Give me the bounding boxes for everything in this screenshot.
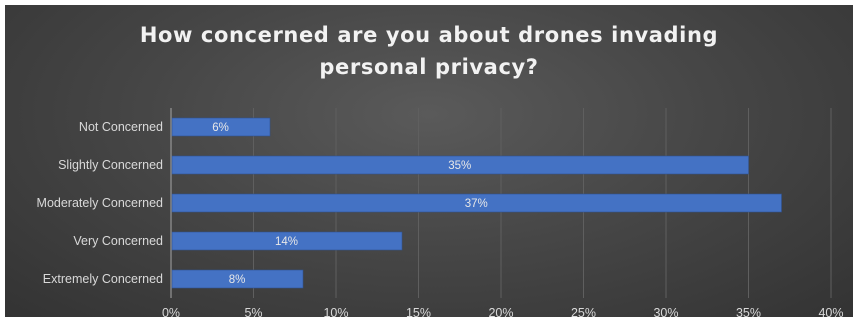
data-label-2: 37% — [465, 198, 488, 210]
x-tick-label-0: 0% — [162, 306, 180, 317]
x-tick-label-20: 20% — [488, 306, 513, 317]
x-tick-label-30: 30% — [653, 306, 678, 317]
x-tick-label-40: 40% — [818, 306, 843, 317]
chart-frame: How concerned are you about drones invad… — [5, 5, 853, 317]
bar-1 — [171, 155, 749, 175]
category-label-0: Not Concerned — [79, 120, 163, 134]
chart-title-line-2: personal privacy? — [319, 55, 539, 79]
x-tick-label-5: 5% — [244, 306, 262, 317]
data-label-1: 35% — [448, 160, 471, 172]
data-label-4: 8% — [229, 274, 246, 286]
bar-4 — [171, 269, 304, 289]
chart-title-line-1: How concerned are you about drones invad… — [139, 23, 719, 47]
category-label-3: Very Concerned — [73, 234, 163, 248]
x-tick-label-35: 35% — [736, 306, 761, 317]
bar-3 — [171, 231, 403, 251]
x-tick-label-10: 10% — [323, 306, 348, 317]
category-label-2: Moderately Concerned — [37, 196, 164, 210]
bar-2 — [171, 193, 782, 213]
x-tick-label-15: 15% — [406, 306, 431, 317]
x-tick-label-25: 25% — [571, 306, 596, 317]
category-label-4: Extremely Concerned — [43, 272, 163, 286]
data-label-3: 14% — [275, 236, 298, 248]
chart-title: How concerned are you about drones invad… — [5, 19, 853, 83]
bar-0 — [171, 117, 271, 137]
bar-chart-plot: Not Concerned 6% Slightly Concerned 35% Mode… — [37, 108, 844, 317]
category-label-1: Slightly Concerned — [58, 158, 163, 172]
data-label-0: 6% — [212, 122, 229, 134]
